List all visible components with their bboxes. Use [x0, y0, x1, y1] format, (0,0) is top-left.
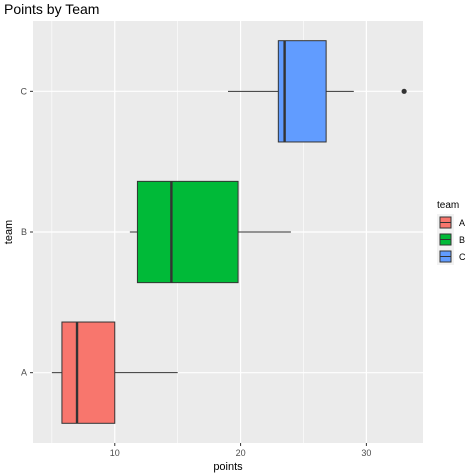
box-body	[61, 321, 116, 424]
boxes	[51, 40, 407, 424]
legend-title: team	[437, 200, 459, 211]
legend-label: C	[459, 252, 466, 262]
box-c	[228, 40, 407, 143]
x-tick-label: 30	[361, 448, 371, 458]
x-axis: 10 20 30	[110, 443, 371, 458]
x-tick-label: 10	[110, 448, 120, 458]
y-tick-label: A	[21, 368, 27, 378]
box-body	[136, 180, 239, 284]
x-tick-label: 20	[236, 448, 246, 458]
box-body	[277, 40, 327, 143]
chart-title: Points by Team	[4, 1, 99, 17]
box-a	[51, 321, 178, 424]
y-tick-label: C	[21, 86, 28, 96]
y-axis-title: team	[3, 220, 15, 244]
outlier-point	[401, 88, 407, 94]
y-axis: A B C	[21, 86, 33, 378]
x-axis-title: points	[213, 461, 243, 473]
legend-label: A	[459, 218, 465, 228]
y-tick-label: B	[21, 227, 27, 237]
box-b	[129, 180, 291, 284]
legend-label: B	[459, 235, 465, 245]
legend: team ABC	[437, 200, 466, 265]
